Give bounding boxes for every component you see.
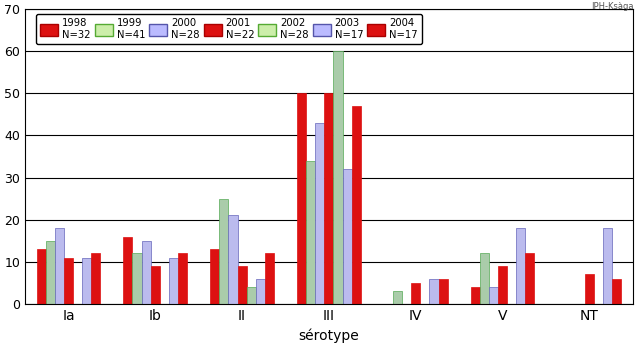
Bar [219,198,229,304]
X-axis label: sérotype: sérotype [299,328,359,343]
Bar [585,274,594,304]
Bar [247,287,256,304]
Bar [151,266,160,304]
Bar [324,93,334,304]
Bar [306,161,315,304]
Bar [55,228,64,304]
Bar [141,241,151,304]
Bar [210,249,219,304]
Bar [603,228,612,304]
Bar [238,266,247,304]
Legend: 1998
N=32, 1999
N=41, 2000
N=28, 2001
N=22, 2002
N=28, 2003
N=17, 2004
N=17: 1998 N=32, 1999 N=41, 2000 N=28, 2001 N=… [36,14,422,44]
Bar [229,215,238,304]
Bar [498,266,507,304]
Bar [480,253,489,304]
Text: IPH-Ksàga: IPH-Ksàga [591,2,634,11]
Bar [91,253,101,304]
Bar [516,228,526,304]
Bar [169,257,178,304]
Bar [256,279,265,304]
Bar [82,257,91,304]
Bar [36,249,46,304]
Bar [124,237,132,304]
Bar [412,283,420,304]
Bar [334,51,343,304]
Bar [438,279,448,304]
Bar [265,253,274,304]
Bar [429,279,438,304]
Bar [46,241,55,304]
Bar [393,291,402,304]
Bar [352,106,361,304]
Bar [343,169,352,304]
Bar [526,253,534,304]
Bar [471,287,480,304]
Bar [489,287,498,304]
Bar [64,257,73,304]
Bar [315,123,324,304]
Bar [132,253,141,304]
Bar [612,279,621,304]
Bar [297,93,306,304]
Bar [178,253,187,304]
